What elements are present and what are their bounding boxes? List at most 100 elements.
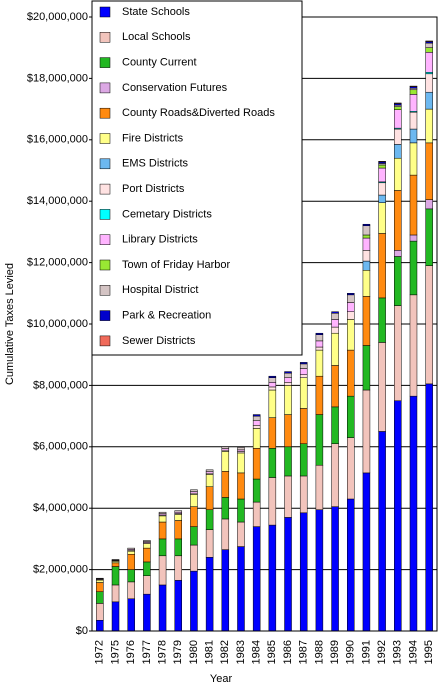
bar-segment [111, 559, 120, 561]
bar-segment [425, 199, 433, 210]
bar-segment [127, 554, 135, 570]
bar-segment [362, 234, 371, 239]
bar-segment [299, 362, 308, 365]
bar-segment [331, 506, 339, 632]
bar-segment [394, 157, 402, 191]
x-tick-label: 1985 [266, 640, 278, 664]
bar-segment [96, 582, 104, 592]
bar-segment [409, 234, 418, 242]
bar-segment [237, 472, 245, 500]
bar-segment [425, 383, 433, 632]
bar-segment [425, 52, 433, 73]
bar-segment [362, 389, 371, 474]
bar-segment [268, 477, 277, 526]
bar-segment [347, 437, 355, 500]
legend-swatch [99, 285, 111, 296]
y-tick-label: $18,000,000 [27, 72, 88, 84]
bar-segment [409, 111, 418, 130]
bar-segment [299, 512, 308, 632]
bar-segment [378, 202, 386, 234]
bar-segment [237, 447, 245, 451]
bar-segment [425, 42, 433, 48]
bar-segment [394, 400, 402, 632]
bar-segment [96, 591, 104, 604]
bar-segment [347, 293, 355, 296]
legend-swatch [99, 32, 111, 43]
bar-segment [315, 340, 324, 348]
bar-segment [378, 182, 386, 196]
bar-segment [252, 415, 261, 421]
bar-segment [409, 395, 418, 632]
bar-segment [425, 40, 433, 42]
bar-segment [284, 475, 292, 518]
bar-segment [127, 547, 135, 550]
bar-segment [331, 365, 339, 408]
bar-segment [158, 521, 167, 540]
bar-segment [315, 346, 324, 351]
bar-segment [394, 106, 402, 110]
bar-segment [252, 425, 261, 429]
bar-segment [299, 443, 308, 477]
bar-segment [158, 584, 167, 632]
legend-label: Hospital District [122, 284, 198, 296]
bar-segment [299, 363, 308, 369]
bar-segment [284, 385, 292, 415]
x-tick-label: 1987 [298, 640, 310, 664]
bar-segment [143, 540, 151, 542]
x-tick-label: 1983 [235, 640, 247, 664]
legend-swatch [99, 259, 111, 271]
bar-segment [252, 428, 261, 449]
bar-segment [409, 128, 418, 144]
bar-segment [347, 498, 355, 632]
legend-label: Local Schools [122, 31, 191, 43]
y-tick-label: $12,000,000 [27, 257, 88, 269]
bar-segment [394, 109, 402, 129]
legend-swatch [99, 209, 111, 220]
bar-segment [362, 223, 371, 227]
bar-segment [143, 575, 151, 595]
y-tick-label: $14,000,000 [27, 195, 88, 207]
legend-label: County Roads&Diverted Roads [122, 107, 275, 119]
bar-segment [111, 566, 120, 586]
bar-segment [143, 547, 151, 563]
bar-segment [284, 371, 292, 374]
y-tick-label: $6,000,000 [33, 441, 88, 453]
bar-segment [362, 250, 371, 262]
bar-segment [190, 506, 198, 527]
bar-segment [425, 208, 433, 266]
legend-label: Port Districts [122, 183, 185, 195]
x-tick-label: 1975 [109, 640, 121, 664]
bar-segment [252, 526, 261, 632]
x-tick-label: 1989 [329, 640, 341, 664]
bar-segment [221, 549, 230, 632]
legend-swatch [99, 158, 111, 170]
bar-segment [378, 167, 386, 183]
bar-segment [96, 620, 104, 632]
bar-segment [252, 414, 261, 417]
y-tick-label: $10,000,000 [27, 318, 88, 330]
bar-segment [221, 446, 230, 449]
x-tick-label: 1984 [251, 640, 263, 664]
bar-segment [221, 451, 230, 472]
bar-segment [268, 524, 277, 632]
bar-segment [315, 332, 324, 335]
bar-segment [425, 73, 433, 93]
bar-segment [409, 294, 418, 397]
bar-segment [158, 511, 167, 514]
bar-segment [299, 475, 308, 514]
y-tick-label: $2,000,000 [33, 564, 88, 576]
bar-segment [143, 593, 151, 632]
bar-segment [378, 431, 386, 632]
bar-segment [268, 377, 277, 383]
bar-segment [268, 417, 277, 449]
legend-swatch [99, 335, 111, 347]
bar-segment [252, 448, 261, 480]
bar-segment [111, 584, 120, 603]
x-tick-label: 1980 [188, 640, 200, 664]
bar-segment [394, 250, 402, 257]
legend-swatch [99, 310, 111, 321]
bar-segment [299, 377, 308, 409]
bar-segment [268, 382, 277, 388]
x-tick-label: 1995 [423, 640, 435, 664]
